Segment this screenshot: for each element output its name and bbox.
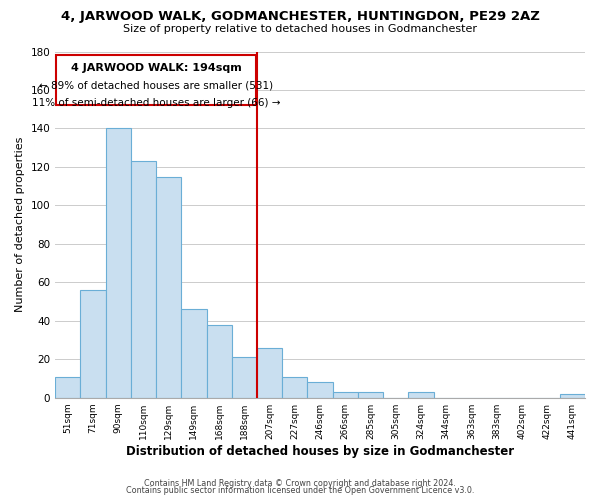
- Bar: [55, 376, 80, 398]
- Text: Contains public sector information licensed under the Open Government Licence v3: Contains public sector information licen…: [126, 486, 474, 495]
- Text: 11% of semi-detached houses are larger (66) →: 11% of semi-detached houses are larger (…: [32, 98, 280, 108]
- FancyBboxPatch shape: [56, 56, 256, 106]
- Text: ← 89% of detached houses are smaller (531): ← 89% of detached houses are smaller (53…: [39, 80, 273, 90]
- Bar: [131, 161, 156, 398]
- Bar: [106, 128, 131, 398]
- Bar: [232, 358, 257, 398]
- Bar: [332, 392, 358, 398]
- Bar: [358, 392, 383, 398]
- Bar: [80, 290, 106, 398]
- Bar: [409, 392, 434, 398]
- Text: 4, JARWOOD WALK, GODMANCHESTER, HUNTINGDON, PE29 2AZ: 4, JARWOOD WALK, GODMANCHESTER, HUNTINGD…: [61, 10, 539, 23]
- Y-axis label: Number of detached properties: Number of detached properties: [15, 137, 25, 312]
- Bar: [560, 394, 585, 398]
- Text: Contains HM Land Registry data © Crown copyright and database right 2024.: Contains HM Land Registry data © Crown c…: [144, 478, 456, 488]
- X-axis label: Distribution of detached houses by size in Godmanchester: Distribution of detached houses by size …: [126, 444, 514, 458]
- Text: 4 JARWOOD WALK: 194sqm: 4 JARWOOD WALK: 194sqm: [71, 63, 241, 73]
- Bar: [206, 324, 232, 398]
- Bar: [257, 348, 282, 398]
- Bar: [307, 382, 332, 398]
- Bar: [181, 309, 206, 398]
- Text: Size of property relative to detached houses in Godmanchester: Size of property relative to detached ho…: [123, 24, 477, 34]
- Bar: [156, 176, 181, 398]
- Bar: [282, 376, 307, 398]
